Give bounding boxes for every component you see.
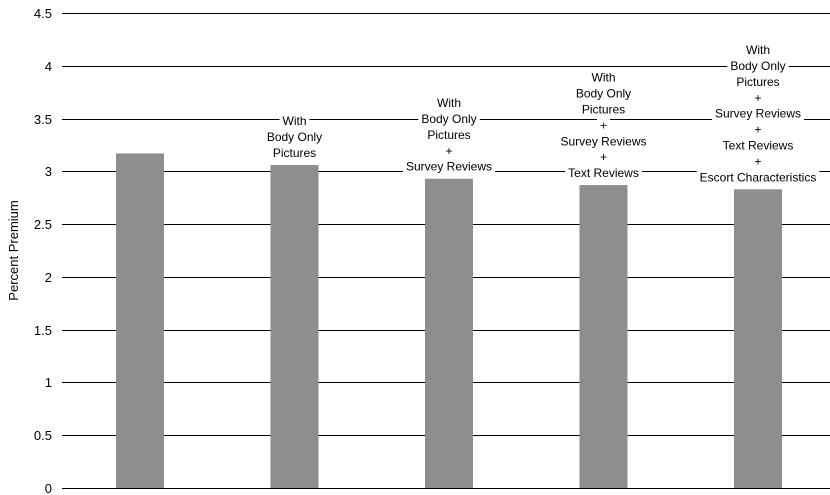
annotation-background <box>751 89 765 106</box>
y-tick-label: 4 <box>45 59 52 74</box>
annotation-background <box>719 137 797 154</box>
annotation-line: + <box>600 150 607 164</box>
y-tick-labels: 0 0.5 1 1.5 2 2.5 3 3.5 4 4.5 <box>34 6 52 495</box>
annotation-line: + <box>754 123 761 137</box>
annotation-background <box>751 153 765 170</box>
annotation-line: With <box>592 71 616 85</box>
annotation-line: Survey Reviews <box>560 134 646 148</box>
annotation-background <box>711 105 805 122</box>
annotation-background <box>696 169 820 186</box>
annotation-line: + <box>600 118 607 132</box>
annotation-line: Pictures <box>582 102 625 116</box>
annotation-background <box>565 165 642 182</box>
annotation-line: + <box>754 91 761 105</box>
annotation-background <box>596 117 611 134</box>
annotation-line: + <box>754 154 761 168</box>
annotation-background <box>588 69 619 86</box>
annotation-background <box>418 111 480 128</box>
annotation-line: Pictures <box>427 128 470 142</box>
annotation-background <box>751 121 765 138</box>
annotation-background <box>269 145 320 161</box>
annotation-background <box>743 42 773 59</box>
annotation-line: Body Only <box>576 87 631 101</box>
annotation-background <box>442 142 456 159</box>
annotation-background <box>733 73 783 90</box>
bars <box>116 153 782 489</box>
bar-3 <box>425 178 473 488</box>
y-tick-label: 4.5 <box>34 6 52 21</box>
bar-annotation-2: With Body Only Pictures <box>263 113 326 161</box>
annotation-line: Survey Reviews <box>715 107 801 121</box>
annotation-line: With <box>283 114 307 128</box>
bar-4 <box>579 185 628 489</box>
annotation-line: Survey Reviews <box>406 160 492 174</box>
y-tick-label: 2.5 <box>34 217 52 232</box>
annotation-background <box>596 149 611 166</box>
y-axis-title: Percent Premium <box>6 200 21 300</box>
y-tick-label: 1.5 <box>34 323 52 338</box>
annotation-line: With <box>746 43 770 57</box>
annotation-background <box>263 129 326 146</box>
y-tick-label: 0 <box>45 481 52 495</box>
annotation-background <box>727 57 789 74</box>
annotation-line: Escort Characteristics <box>700 170 817 184</box>
y-tick-label: 1 <box>45 375 52 390</box>
y-tick-label: 2 <box>45 270 52 285</box>
annotation-line: Body Only <box>730 59 785 73</box>
y-tick-label: 0.5 <box>34 428 52 443</box>
annotation-line: With <box>437 96 461 110</box>
annotation-line: Pictures <box>736 75 779 89</box>
bar-2 <box>270 165 319 488</box>
annotation-line: Body Only <box>421 112 476 126</box>
y-tick-label: 3.5 <box>34 112 52 127</box>
annotation-background <box>402 158 496 175</box>
annotation-background <box>557 133 650 150</box>
annotation-background <box>572 85 635 102</box>
annotation-line: Pictures <box>273 146 316 160</box>
annotation-line: Body Only <box>267 130 322 144</box>
annotation-line: + <box>445 144 452 158</box>
bar-1 <box>116 153 164 488</box>
bar-annotation-3: With Body Only Pictures + Survey Reviews <box>402 95 496 175</box>
annotation-line: Text Reviews <box>723 138 794 152</box>
annotation-line: Text Reviews <box>568 166 639 180</box>
annotation-background <box>578 101 629 118</box>
annotation-background <box>279 113 310 130</box>
y-tick-label: 3 <box>45 164 52 179</box>
annotation-background <box>424 126 474 143</box>
bar-5 <box>734 189 782 488</box>
annotation-background <box>434 95 464 112</box>
